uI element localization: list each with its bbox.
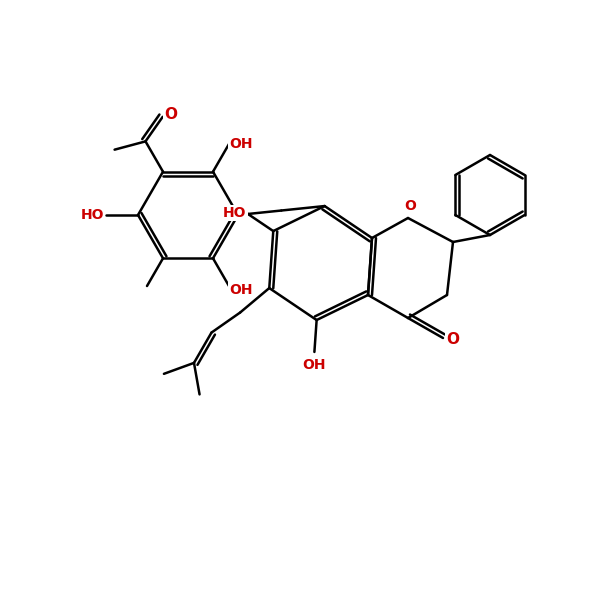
Text: HO: HO <box>80 208 104 222</box>
Text: O: O <box>446 332 460 347</box>
Text: HO: HO <box>223 206 247 220</box>
Text: O: O <box>404 199 416 213</box>
Text: OH: OH <box>302 358 326 372</box>
Text: O: O <box>164 107 177 122</box>
Text: OH: OH <box>229 283 253 297</box>
Text: OH: OH <box>229 137 253 151</box>
